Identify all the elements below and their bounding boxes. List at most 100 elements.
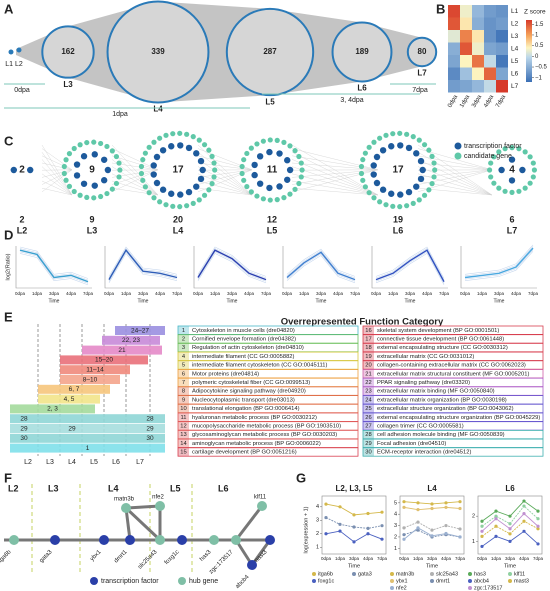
edge [417, 173, 493, 196]
candidate-gene [151, 139, 157, 145]
heatmap-cell [448, 5, 460, 18]
category-name: Cytoskeleton in muscle cells (dre04820) [192, 328, 295, 334]
transcription-factor [379, 186, 387, 193]
heatmap-cell [460, 30, 472, 43]
x-tick-label: 0dpa [399, 556, 410, 561]
category-bar [38, 394, 100, 404]
candidate-gene [91, 139, 97, 145]
bar-label: 30 [146, 435, 154, 442]
member-line [108, 252, 178, 283]
category-id-box [363, 439, 374, 448]
data-point [536, 542, 540, 546]
data-point [536, 524, 540, 528]
category-name: intermediate filament (CC GO:0005882) [192, 354, 295, 360]
profile-line [197, 249, 267, 281]
transcription-factor [91, 182, 98, 189]
category-name: translational elongation (BP GO:0006414) [192, 406, 300, 412]
candidate-gene [196, 197, 202, 203]
candidate-gene [527, 180, 533, 186]
candidate-gene [109, 186, 115, 192]
member-line [197, 251, 267, 282]
candidate-gene [522, 185, 528, 191]
category-id: 8 [182, 389, 185, 395]
heatmap-cell [484, 42, 496, 55]
x-tick-label: 4dpa [244, 291, 255, 296]
category-id-box [178, 430, 189, 439]
candidate-gene [274, 137, 280, 143]
axis-title: log(expression + 1) [303, 506, 309, 553]
candidate-gene [431, 174, 437, 180]
edge [234, 505, 264, 541]
hub-gene [155, 535, 165, 545]
transcription-factor [73, 172, 81, 179]
data-point [402, 500, 406, 504]
list-title: Overrepresented Function Category [281, 317, 444, 328]
transcription-factor [185, 188, 193, 196]
legend-label: mast3 [514, 578, 529, 584]
y-tick-label: 1 [316, 545, 319, 551]
edge [291, 188, 379, 196]
gene-label: ybx1 [89, 549, 103, 563]
colorbar-tick-label: −0.5 [535, 65, 548, 71]
x-tick-label: L7 [136, 459, 144, 466]
candidate-gene [296, 180, 302, 187]
candidate-gene [146, 144, 152, 150]
data-point [522, 499, 526, 503]
category-id-box [178, 378, 189, 387]
category-id: 22 [365, 380, 371, 386]
edge [41, 148, 73, 170]
category-id-box [363, 413, 374, 422]
x-tick-label: 0dpa [371, 291, 382, 296]
transcription-factor [73, 161, 81, 168]
category-id: 6 [182, 371, 185, 377]
transcription-factor [508, 177, 516, 184]
data-point [430, 528, 434, 532]
category-id-box [178, 360, 189, 370]
candidate-gene [522, 149, 528, 155]
edge [250, 539, 272, 566]
x-tick-label: 3dpa [349, 556, 360, 561]
x-tick-label: 0dpa [15, 291, 26, 296]
candidate-gene [157, 199, 163, 205]
category-id-box [363, 369, 374, 378]
candidate-gene [254, 193, 260, 199]
panel-label: G [296, 470, 306, 485]
heatmap-cell [496, 17, 508, 30]
category-name: polymeric cytoskeletal fiber (CC GO:0099… [192, 380, 310, 386]
transcription-factor [50, 535, 60, 545]
data-point [458, 500, 462, 504]
data-point [366, 511, 370, 516]
transcription-factor [80, 153, 88, 160]
cluster-total: 12 [267, 214, 277, 224]
candidate-gene [177, 130, 183, 136]
category-id-box [363, 343, 374, 352]
legend-swatch [390, 586, 394, 590]
cluster-count: 9 [89, 165, 95, 176]
candidate-gene [61, 163, 67, 170]
legend-swatch [390, 572, 394, 576]
candidate-gene [416, 197, 422, 203]
data-point [508, 514, 512, 518]
category-id-box [363, 447, 374, 457]
category-name: external encapsulating structure (CC GO:… [377, 345, 508, 351]
row-label: L2 [511, 20, 519, 27]
candidate-gene [383, 132, 389, 138]
category-name: external encapsulating structure organiz… [377, 415, 540, 421]
data-point [338, 505, 342, 509]
candidate-gene [177, 204, 183, 210]
transcription-factor [168, 190, 175, 197]
data-point [352, 540, 356, 544]
category-id: 15 [180, 450, 186, 456]
candidate-gene [371, 195, 377, 201]
data-point [402, 526, 406, 530]
candidate-gene [377, 135, 383, 141]
candidate-gene [429, 153, 435, 159]
edge [41, 169, 73, 185]
cluster-count: 11 [267, 165, 278, 176]
category-id: 20 [365, 363, 371, 369]
member-line [375, 246, 445, 279]
stage-label: 3, 4dpa [340, 97, 363, 104]
edge [111, 155, 159, 170]
transcription-factor [397, 142, 404, 149]
category-id: 14 [180, 441, 187, 447]
